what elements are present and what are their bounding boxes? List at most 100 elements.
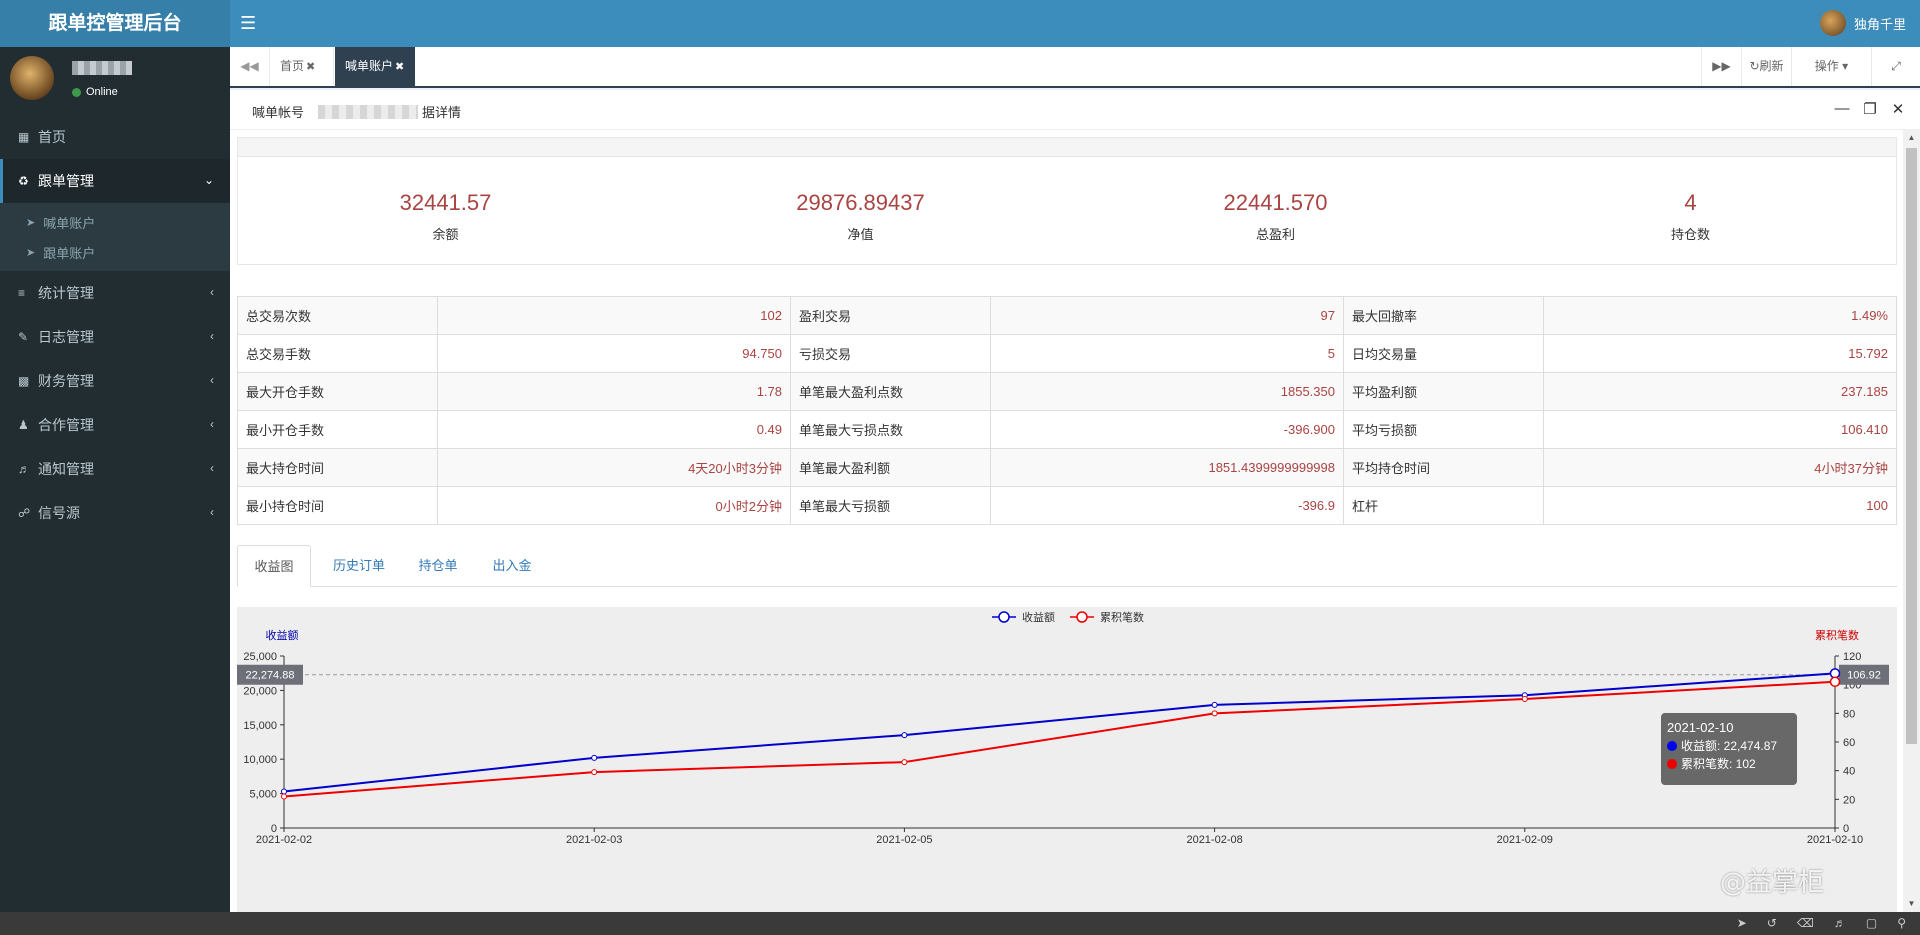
page-tabs-bar: ◀◀ 首页 ✖ 喊单账户 ✖ ▶▶ ↻刷新 操作 ▾ ⤢ xyxy=(230,47,1920,88)
close-icon[interactable]: ✕ xyxy=(1891,101,1905,118)
scroll-thumb[interactable] xyxy=(1906,148,1917,744)
actions-dropdown[interactable]: 操作 ▾ xyxy=(1791,47,1871,86)
legend-label: 累积笔数 xyxy=(1100,610,1144,624)
scrollbar[interactable]: ▲ ▼ xyxy=(1903,130,1920,912)
series-line xyxy=(283,680,1836,798)
y-tick-label-right: 120 xyxy=(1843,651,1861,663)
sidebar-item-copy-trade[interactable]: ♻ 跟单管理 ⌄ xyxy=(0,159,230,203)
tab-home[interactable]: 首页 ✖ xyxy=(270,47,334,86)
data-point xyxy=(901,732,908,739)
sliders-icon: ≡ xyxy=(18,286,26,300)
x-tick-label: 2021-02-02 xyxy=(256,834,312,846)
sidebar-item-notify[interactable]: ♬ 通知管理 ‹ xyxy=(18,461,214,477)
trash-icon[interactable]: ⌫ xyxy=(1796,916,1814,930)
x-tick-label: 2021-02-08 xyxy=(1186,834,1242,846)
y-tick-label-left: 20,000 xyxy=(243,685,277,697)
pointer-label-right: 106.92 xyxy=(1847,670,1881,682)
tab-profit-chart[interactable]: 收益图 xyxy=(237,545,311,587)
blurred-account-id xyxy=(318,104,419,119)
user-status: Online xyxy=(72,86,118,98)
menu-icon[interactable]: ☰ xyxy=(240,13,257,33)
chevron-left-icon: ‹ xyxy=(210,373,214,387)
y-axis-label-left: 收益额 xyxy=(266,628,299,642)
money-icon: ▩ xyxy=(18,374,30,388)
app-logo[interactable]: 跟单控管理后台 xyxy=(0,0,230,47)
tab-deposits[interactable]: 出入金 xyxy=(492,558,532,573)
table-row: 总交易次数 102 盈利交易 97 最大回撤率 1.49% xyxy=(237,296,1897,335)
caret-down-icon: ▾ xyxy=(1842,59,1849,73)
sidebar: Online ▦ 首页 ♻ 跟单管理 ⌄ ➤ 喊单账户 ➤ 跟单账户 ≡ 统计管… xyxy=(0,47,230,912)
y-tick-label-right: 40 xyxy=(1843,766,1855,778)
series-line xyxy=(283,672,1836,793)
stats-table: 总交易次数 102 盈利交易 97 最大回撤率 1.49% 总交易手数 94.750 亏… xyxy=(237,296,1897,525)
y-tick-label-right: 60 xyxy=(1843,737,1855,749)
sidebar-subitem-follow-account[interactable]: ➤ 跟单账户 xyxy=(26,245,96,261)
panel-heading xyxy=(237,137,1897,157)
watermark: @益掌柜 xyxy=(1720,868,1825,898)
window-icon[interactable]: ▢ xyxy=(1865,916,1878,930)
share-icon: ☍ xyxy=(18,506,31,520)
data-point xyxy=(1829,668,1841,679)
sidebar-subitem-signal-account[interactable]: ➤ 喊单账户 xyxy=(26,215,96,231)
recycle-icon: ♻ xyxy=(18,174,29,188)
y-tick-label-left: 5,000 xyxy=(249,789,277,801)
y-axis-label-right: 累积笔数 xyxy=(1815,628,1859,642)
circle-arrow-icon: ➤ xyxy=(26,246,36,259)
sidebar-item-logs[interactable]: ✎ 日志管理 ‹ xyxy=(18,329,214,345)
edit-icon: ✎ xyxy=(18,330,29,344)
table-row: 最大持仓时间 4天20小时3分钟 单笔最大盈利额 1851.439999999999… xyxy=(237,448,1897,487)
user-menu[interactable]: 独角千里 xyxy=(1819,10,1906,36)
username: 独角千里 xyxy=(1853,16,1906,32)
chevron-left-icon: ‹ xyxy=(210,461,214,475)
box-header: 喊单帐号 据详情 — ❐ ✕ xyxy=(230,90,1920,130)
table-row: 总交易手数 94.750 亏损交易 5 日均交易量 15.792 xyxy=(237,334,1897,373)
maximize-icon[interactable]: ❐ xyxy=(1863,101,1877,118)
chevron-left-icon: ‹ xyxy=(210,505,214,519)
pointer-label-bg-left xyxy=(237,664,303,685)
pointer-label-bg-right xyxy=(1839,664,1889,685)
data-point xyxy=(1211,701,1218,708)
data-point xyxy=(1521,696,1528,702)
y-tick-label-right: 80 xyxy=(1843,708,1855,720)
table-row: 最小开仓手数 0.49 单笔最大亏损点数 -396.900 平均亏损额 106.410 xyxy=(237,410,1897,449)
sidebar-item-signal-source[interactable]: ☍ 信号源 ‹ xyxy=(18,505,214,521)
y-tick-label-left: 15,000 xyxy=(243,720,277,732)
refresh-button[interactable]: ↻刷新 xyxy=(1741,47,1791,86)
summary-positions: 4 持仓数 xyxy=(1670,190,1710,242)
windows-icon: ▦ xyxy=(18,130,30,144)
data-point xyxy=(591,754,598,761)
sidebar-item-finance[interactable]: ▩ 财务管理 ‹ xyxy=(18,373,214,389)
scroll-down-icon[interactable]: ▼ xyxy=(1907,899,1916,908)
tabs-scroll-right-icon[interactable]: ▶▶ xyxy=(1701,47,1741,86)
tab-positions[interactable]: 持仓单 xyxy=(418,558,458,573)
profit-chart: 0 5,000 10,000 15,000 20,000 25,000 0 20 40 60 80 1… xyxy=(237,607,1897,912)
fullscreen-icon[interactable]: ⤢ xyxy=(1871,47,1920,86)
close-icon[interactable]: ✖ xyxy=(306,61,316,73)
table-row: 最大开仓手数 1.78 单笔最大盈利点数 1855.350 平均盈利额 237.185 xyxy=(237,372,1897,411)
data-point xyxy=(591,769,598,776)
users-icon: ♟ xyxy=(18,418,29,432)
series-dot-icon xyxy=(1667,759,1677,769)
tab-order-history[interactable]: 历史订单 xyxy=(332,558,385,573)
avatar xyxy=(1819,10,1846,36)
y-tick-label-right: 20 xyxy=(1843,794,1855,806)
user-panel: Online xyxy=(0,47,230,115)
data-point xyxy=(1211,710,1218,717)
sidebar-item-home[interactable]: ▦ 首页 xyxy=(18,129,66,145)
scroll-up-icon[interactable]: ▲ xyxy=(1907,133,1916,142)
tab-signal-account[interactable]: 喊单账户 ✖ xyxy=(335,47,415,86)
tabs-scroll-left-icon[interactable]: ◀◀ xyxy=(230,47,270,86)
minimize-icon[interactable]: — xyxy=(1834,100,1850,117)
sidebar-item-partners[interactable]: ♟ 合作管理 ‹ xyxy=(18,417,214,433)
refresh-icon: ↻ xyxy=(1749,59,1760,73)
box-tools: — ❐ ✕ xyxy=(1834,100,1906,118)
history-icon[interactable]: ↺ xyxy=(1766,916,1777,930)
close-icon[interactable]: ✖ xyxy=(395,61,405,73)
sidebar-item-stats[interactable]: ≡ 统计管理 ‹ xyxy=(18,285,214,301)
search-icon[interactable]: ⚲ xyxy=(1897,916,1906,930)
rocket-icon[interactable]: ➤ xyxy=(1736,916,1747,930)
legend-marker xyxy=(1076,611,1088,623)
volume-icon[interactable]: ♬ xyxy=(1833,916,1846,930)
taskbar: ➤ ↺ ⌫ ♬ ▢ ⚲ xyxy=(0,912,1920,935)
data-point xyxy=(281,788,287,795)
